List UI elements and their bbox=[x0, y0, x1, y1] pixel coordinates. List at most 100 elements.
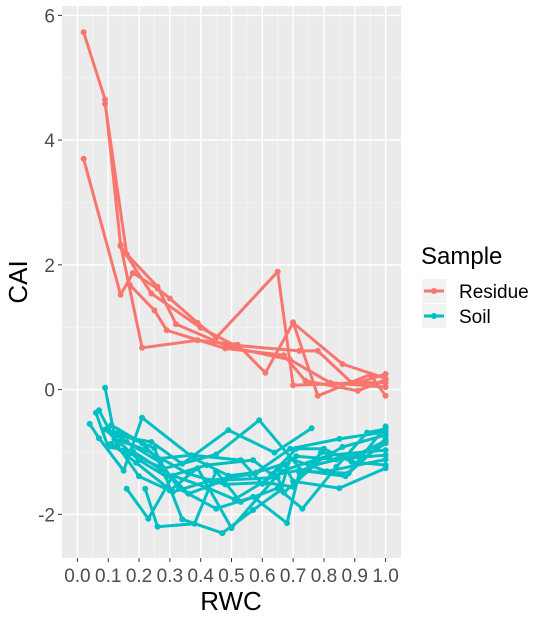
data-point-soil bbox=[253, 469, 260, 476]
data-point-soil bbox=[274, 474, 281, 481]
legend-key-point bbox=[431, 288, 437, 294]
data-point-soil bbox=[333, 463, 340, 470]
data-point-soil bbox=[262, 479, 269, 486]
x-tick-label: 0.2 bbox=[126, 566, 152, 587]
data-point-soil bbox=[237, 498, 244, 505]
y-axis: -2 0 2 4 6 bbox=[38, 6, 62, 526]
data-point-soil bbox=[299, 505, 306, 512]
data-point-residue bbox=[102, 96, 109, 103]
data-point-residue bbox=[382, 384, 389, 391]
data-point-residue bbox=[123, 251, 130, 258]
data-point-soil bbox=[290, 483, 297, 490]
data-point-soil bbox=[336, 485, 343, 492]
data-point-residue bbox=[80, 29, 87, 36]
data-point-soil bbox=[206, 477, 213, 484]
series-line-soil bbox=[143, 427, 388, 529]
data-point-soil bbox=[154, 523, 161, 530]
data-point-soil bbox=[287, 455, 294, 462]
data-point-soil bbox=[86, 420, 93, 427]
series-residue bbox=[80, 29, 389, 399]
data-point-residue bbox=[213, 334, 220, 341]
data-point-soil bbox=[296, 467, 303, 474]
data-point-soil bbox=[324, 468, 330, 475]
data-point-soil bbox=[213, 505, 220, 512]
data-point-soil bbox=[287, 445, 294, 452]
data-point-soil bbox=[191, 520, 198, 527]
data-point-residue bbox=[382, 379, 389, 386]
data-point-residue bbox=[302, 377, 309, 384]
series-layer bbox=[80, 29, 389, 537]
data-point-residue bbox=[154, 283, 161, 290]
data-point-soil bbox=[145, 515, 152, 522]
data-point-residue bbox=[262, 369, 269, 376]
data-point-soil bbox=[105, 441, 112, 448]
data-point-soil bbox=[225, 472, 232, 479]
data-point-soil bbox=[219, 530, 226, 537]
data-point-residue bbox=[382, 371, 389, 377]
data-point-soil bbox=[280, 460, 287, 467]
data-point-soil bbox=[382, 447, 389, 454]
data-point-soil bbox=[151, 445, 158, 452]
data-point-residue bbox=[148, 290, 155, 297]
data-point-residue bbox=[139, 344, 146, 351]
data-point-residue bbox=[354, 379, 361, 386]
data-point-soil bbox=[382, 456, 389, 463]
data-point-residue bbox=[274, 268, 281, 275]
x-tick-label: 0.3 bbox=[157, 566, 183, 587]
data-point-soil bbox=[176, 485, 183, 492]
data-point-soil bbox=[228, 525, 235, 532]
x-tick-label: 0.7 bbox=[280, 566, 306, 587]
data-point-soil bbox=[154, 455, 161, 462]
data-point-soil bbox=[256, 417, 263, 424]
data-point-soil bbox=[284, 520, 290, 527]
data-point-soil bbox=[111, 435, 118, 442]
legend-label-residue: Residue bbox=[459, 282, 529, 303]
data-point-residue bbox=[129, 270, 136, 276]
data-point-soil bbox=[333, 456, 340, 463]
data-point-residue bbox=[296, 347, 303, 354]
data-point-residue bbox=[367, 371, 374, 378]
data-point-residue bbox=[117, 243, 124, 250]
data-point-soil bbox=[126, 450, 133, 457]
data-point-soil bbox=[382, 452, 389, 459]
y-axis-title: CAI bbox=[3, 260, 33, 303]
data-point-soil bbox=[96, 435, 102, 442]
data-point-soil bbox=[179, 460, 186, 467]
data-point-soil bbox=[142, 485, 149, 492]
data-point-soil bbox=[382, 462, 389, 469]
y-tick-label: 2 bbox=[44, 256, 55, 277]
data-point-soil bbox=[136, 457, 142, 464]
data-point-residue bbox=[194, 337, 201, 344]
data-point-residue bbox=[314, 347, 321, 354]
legend-key-point bbox=[431, 313, 437, 319]
data-point-residue bbox=[339, 361, 346, 367]
legend-item-soil: Soil bbox=[422, 304, 491, 328]
data-point-soil bbox=[194, 465, 201, 472]
data-point-soil bbox=[250, 457, 257, 464]
data-point-soil bbox=[188, 452, 195, 459]
data-point-soil bbox=[354, 451, 361, 458]
data-point-residue bbox=[166, 295, 173, 302]
data-point-residue bbox=[151, 307, 158, 314]
series-line-residue bbox=[291, 320, 388, 398]
data-point-soil bbox=[213, 468, 220, 475]
data-point-soil bbox=[308, 425, 315, 432]
data-point-residue bbox=[222, 345, 229, 352]
data-point-residue bbox=[102, 100, 109, 107]
data-point-residue bbox=[290, 319, 297, 326]
data-point-residue bbox=[126, 281, 133, 288]
data-point-soil bbox=[247, 471, 253, 478]
x-axis-title: RWC bbox=[200, 586, 262, 616]
data-point-soil bbox=[203, 462, 210, 469]
data-point-residue bbox=[314, 392, 321, 399]
data-point-soil bbox=[123, 485, 130, 492]
legend-items: Residue Soil bbox=[422, 279, 529, 328]
legend: Sample Residue Soil bbox=[421, 243, 529, 328]
data-point-soil bbox=[102, 384, 109, 391]
data-point-residue bbox=[348, 379, 355, 386]
data-point-soil bbox=[148, 439, 155, 445]
legend-title: Sample bbox=[421, 243, 502, 270]
data-point-soil bbox=[327, 452, 334, 459]
x-tick-label: 0.0 bbox=[64, 566, 90, 587]
